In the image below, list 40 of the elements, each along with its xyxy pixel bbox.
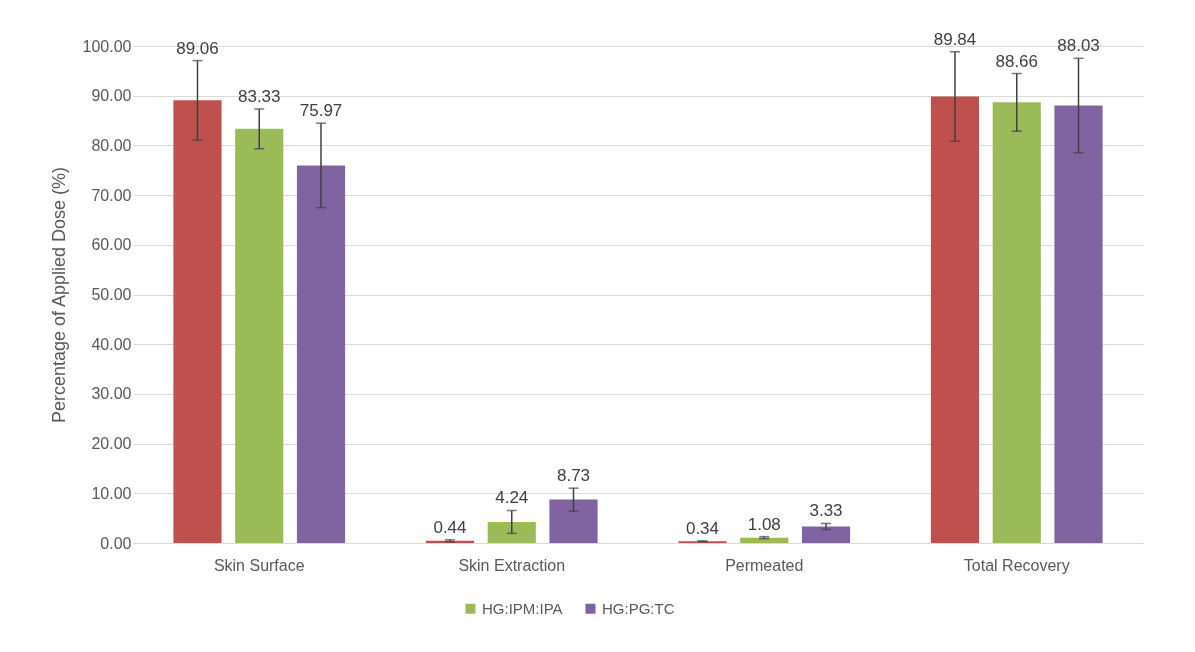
bar [487, 521, 536, 543]
y-tick-label: 100.00 [82, 37, 132, 55]
y-tick-label: 10.00 [91, 484, 132, 502]
x-tick-label: Permeated [725, 556, 804, 574]
data-label: 89.06 [176, 38, 219, 58]
data-label: 4.24 [495, 488, 529, 508]
y-tick-label: 40.00 [91, 335, 132, 353]
bar [1054, 105, 1103, 543]
bar [296, 165, 346, 543]
data-label: 75.97 [299, 101, 343, 121]
x-tick-label: Total Recovery [963, 556, 1070, 574]
bar [801, 526, 851, 543]
legend-label: HG:PG:TC [602, 599, 675, 617]
y-tick-label: 0.00 [100, 534, 132, 552]
data-label: 83.33 [237, 86, 281, 106]
y-tick-label: 90.00 [91, 87, 132, 105]
bar [740, 537, 789, 543]
data-label: 1.08 [747, 514, 781, 534]
x-tick-label: Skin Surface [213, 556, 305, 574]
bar [930, 96, 980, 543]
data-label: 0.44 [433, 517, 467, 537]
data-label: 3.33 [809, 501, 843, 521]
y-tick-label: 60.00 [91, 236, 132, 254]
data-label: 8.73 [556, 466, 591, 486]
data-label: 89.84 [933, 29, 977, 49]
y-tick-label: 30.00 [91, 385, 132, 403]
data-label: 0.34 [685, 518, 720, 538]
y-tick-label: 70.00 [91, 186, 132, 204]
bar [992, 102, 1041, 543]
bar [173, 100, 222, 543]
bar [235, 128, 284, 543]
legend-label: HG:IPM:IPA [482, 599, 563, 617]
bar [549, 499, 598, 543]
y-axis-title: Percentage of Applied Dose (%) [48, 166, 69, 424]
x-tick-label: Skin Extraction [458, 556, 566, 574]
y-tick-label: 50.00 [91, 286, 132, 303]
y-tick-label: 80.00 [91, 136, 132, 154]
data-label: 88.03 [1057, 36, 1100, 56]
data-label: 88.66 [995, 51, 1039, 71]
y-tick-label: 20.00 [91, 435, 132, 453]
